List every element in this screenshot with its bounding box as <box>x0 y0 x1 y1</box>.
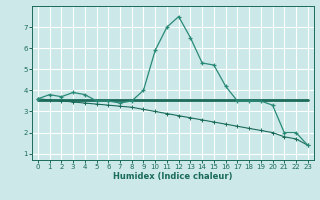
X-axis label: Humidex (Indice chaleur): Humidex (Indice chaleur) <box>113 172 233 181</box>
